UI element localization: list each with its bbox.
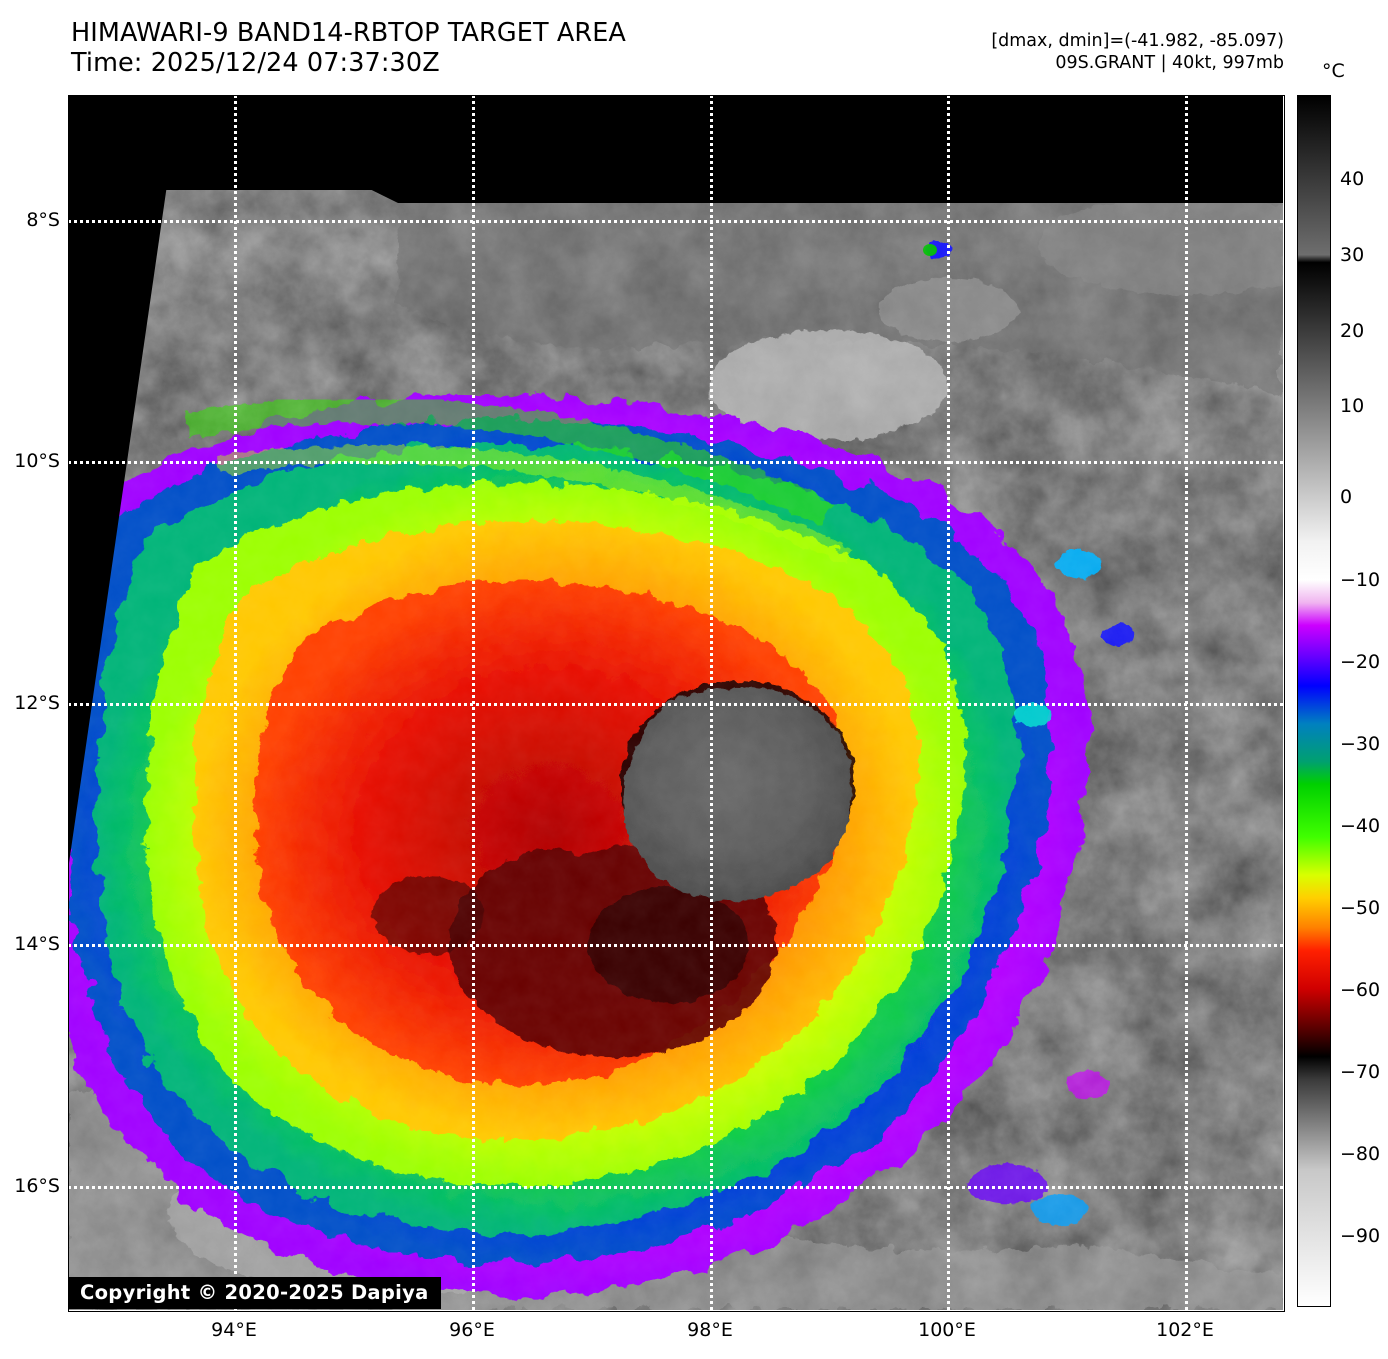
gridline-lon-98 bbox=[710, 95, 713, 1310]
cbtick-m10: −10 bbox=[1340, 569, 1381, 591]
satellite-raster bbox=[68, 95, 1283, 1310]
xtick-94E: 94°E bbox=[211, 1319, 257, 1341]
cbtick-10: 10 bbox=[1340, 395, 1365, 417]
cbtick-m30: −30 bbox=[1340, 733, 1381, 755]
colorbar-gradient bbox=[1298, 96, 1330, 1306]
cbtick-m40: −40 bbox=[1340, 815, 1381, 837]
colorbar[interactable] bbox=[1297, 95, 1331, 1307]
timestamp-label: Time: 2025/12/24 07:37:30Z bbox=[71, 48, 440, 78]
ytick-14S: 14°S bbox=[14, 933, 60, 955]
ytick-8S: 8°S bbox=[26, 209, 60, 231]
gridline-lon-100 bbox=[947, 95, 950, 1310]
cbtick-30: 30 bbox=[1340, 244, 1365, 266]
xtick-96E: 96°E bbox=[449, 1319, 495, 1341]
cbtick-0: 0 bbox=[1340, 486, 1353, 508]
xtick-100E: 100°E bbox=[918, 1319, 976, 1341]
gridline-lat-14 bbox=[68, 944, 1283, 947]
title-block: HIMAWARI-9 BAND14-RBTOP TARGET AREA Time… bbox=[71, 18, 626, 78]
metadata-block: [dmax, dmin]=(-41.982, -85.097) 09S.GRAN… bbox=[991, 30, 1284, 74]
gridline-lon-102 bbox=[1185, 95, 1188, 1310]
gridline-lat-10 bbox=[68, 461, 1283, 464]
cbtick-m90: −90 bbox=[1340, 1225, 1381, 1247]
cbtick-m80: −80 bbox=[1340, 1143, 1381, 1165]
gridline-lat-8 bbox=[68, 220, 1283, 223]
xtick-102E: 102°E bbox=[1156, 1319, 1214, 1341]
satellite-image-plot[interactable]: Copyright © 2020-2025 Dapiya bbox=[68, 95, 1283, 1310]
gridline-lat-16 bbox=[68, 1186, 1283, 1189]
copyright-watermark: Copyright © 2020-2025 Dapiya bbox=[68, 1277, 441, 1309]
page-title: HIMAWARI-9 BAND14-RBTOP TARGET AREA bbox=[71, 18, 626, 48]
gridline-lon-94 bbox=[234, 95, 237, 1310]
gridline-lat-12 bbox=[68, 703, 1283, 706]
ytick-16S: 16°S bbox=[14, 1175, 60, 1197]
ytick-10S: 10°S bbox=[14, 450, 60, 472]
ytick-12S: 12°S bbox=[14, 692, 60, 714]
cbtick-m50: −50 bbox=[1340, 897, 1381, 919]
colorbar-unit-label: °C bbox=[1322, 60, 1345, 82]
cbtick-m60: −60 bbox=[1340, 979, 1381, 1001]
data-range-label: [dmax, dmin]=(-41.982, -85.097) bbox=[991, 31, 1284, 51]
gridline-lon-96 bbox=[472, 95, 475, 1310]
xtick-98E: 98°E bbox=[687, 1319, 733, 1341]
cbtick-m20: −20 bbox=[1340, 651, 1381, 673]
cbtick-20: 20 bbox=[1340, 320, 1365, 342]
cbtick-40: 40 bbox=[1340, 168, 1365, 190]
cbtick-m70: −70 bbox=[1340, 1061, 1381, 1083]
storm-info-label: 09S.GRANT | 40kt, 997mb bbox=[1055, 53, 1284, 73]
